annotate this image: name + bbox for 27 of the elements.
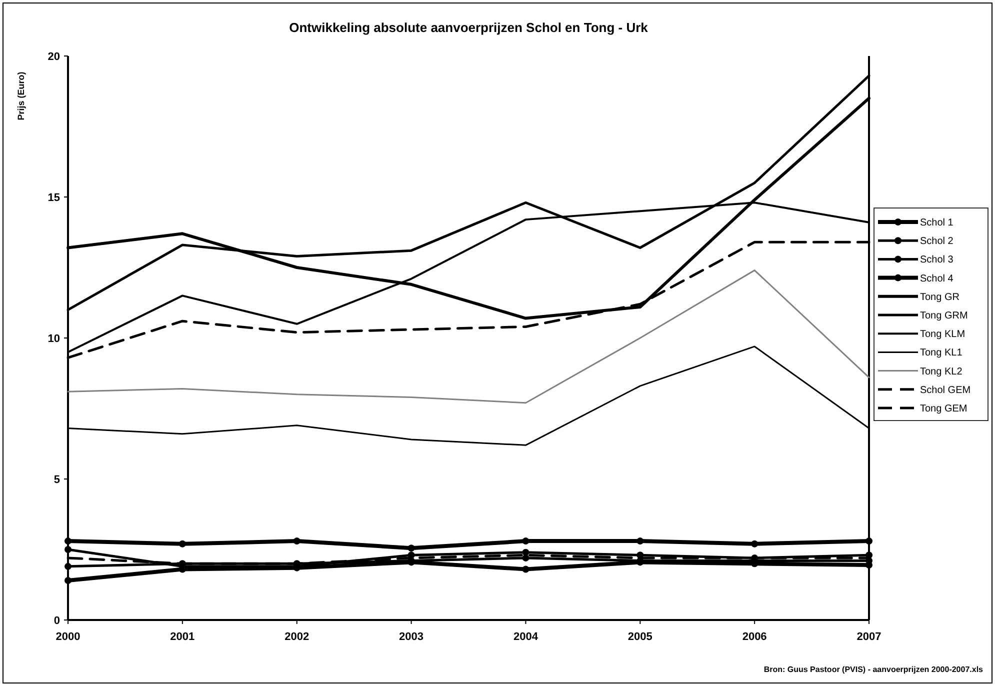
y-tick-label: 20 — [48, 50, 60, 63]
legend-label: Schol 4 — [920, 273, 954, 284]
y-tick-label: 15 — [48, 192, 60, 204]
legend-label: Tong GEM — [920, 404, 968, 414]
x-tick-label: 2003 — [399, 631, 424, 643]
y-tick-label: 5 — [54, 474, 60, 486]
legend-label: Tong GR — [920, 292, 960, 303]
legend-label: Schol GEM — [920, 384, 971, 396]
x-tick-label: 2006 — [742, 631, 767, 643]
y-tick-label: 10 — [48, 332, 60, 345]
legend-label: Schol 2 — [920, 236, 954, 248]
legend-label: Schol 3 — [920, 254, 954, 266]
x-tick-label: 2001 — [170, 631, 195, 643]
x-tick-label: 2005 — [628, 631, 652, 643]
chart-title: Ontwikkeling absolute aanvoerprijzen Schol en Tong - Urk — [289, 20, 649, 35]
x-tick-label: 2002 — [284, 631, 310, 643]
y-tick-label: 0 — [54, 614, 60, 627]
text: Bron: Guus Pastoor (PVIS) - aanvoerprijzen 2000-2007.xls — [764, 665, 984, 674]
legend-label: Tong KLM — [920, 329, 966, 340]
x-tick-label: 2004 — [513, 631, 539, 643]
y-axis-title: Prijs (Euro) — [16, 72, 26, 120]
legend-label: Schol 1 — [920, 218, 954, 228]
legend-label: Tong GRM — [920, 310, 968, 322]
x-tick-label: 2000 — [56, 631, 80, 643]
x-tick-label: 2007 — [856, 631, 882, 643]
legend-label: Tong KL1 — [920, 348, 963, 359]
legend-label: Tong KL2 — [920, 366, 963, 378]
